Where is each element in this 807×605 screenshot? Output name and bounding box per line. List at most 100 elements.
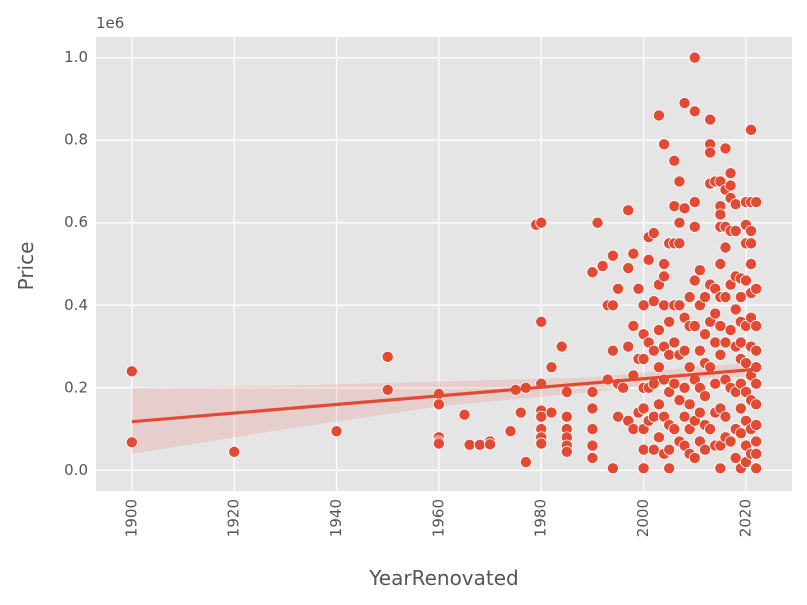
y-tick-label: 1.0 bbox=[64, 48, 88, 66]
data-point bbox=[519, 456, 532, 469]
data-point bbox=[668, 336, 681, 349]
data-point bbox=[709, 377, 722, 390]
data-point bbox=[647, 344, 660, 357]
data-point bbox=[734, 427, 747, 440]
data-point bbox=[586, 451, 599, 464]
data-point bbox=[125, 365, 138, 378]
data-point bbox=[719, 142, 732, 155]
data-point bbox=[627, 247, 640, 260]
data-point bbox=[734, 402, 747, 415]
data-point bbox=[714, 208, 727, 221]
data-point bbox=[586, 439, 599, 452]
data-point bbox=[514, 406, 527, 419]
data-point bbox=[642, 253, 655, 266]
data-point bbox=[658, 299, 671, 312]
confidence-band-area bbox=[131, 362, 757, 454]
data-point bbox=[750, 418, 763, 431]
data-point bbox=[724, 435, 737, 448]
y-tick-label: 0.2 bbox=[64, 378, 88, 396]
data-point bbox=[586, 402, 599, 415]
data-point bbox=[658, 138, 671, 151]
data-point bbox=[745, 224, 758, 237]
data-point bbox=[652, 109, 665, 122]
data-point bbox=[709, 307, 722, 320]
regression-line bbox=[131, 367, 757, 424]
data-point bbox=[688, 451, 701, 464]
data-point bbox=[606, 344, 619, 357]
data-point bbox=[714, 348, 727, 361]
x-tick-labels: 1900 1920 1940 1960 1980 2000 2020 bbox=[122, 499, 754, 537]
data-point bbox=[714, 462, 727, 475]
data-point bbox=[535, 216, 548, 229]
data-point bbox=[622, 262, 635, 275]
data-point bbox=[704, 113, 717, 126]
data-point bbox=[714, 257, 727, 270]
data-point bbox=[750, 435, 763, 448]
data-point bbox=[750, 319, 763, 332]
x-tick-label: 2020 bbox=[736, 499, 754, 537]
data-point bbox=[647, 410, 660, 423]
data-point bbox=[637, 402, 650, 415]
data-point bbox=[688, 51, 701, 64]
regression-line-group bbox=[131, 367, 757, 424]
data-point bbox=[617, 381, 630, 394]
data-point bbox=[719, 291, 732, 304]
data-point bbox=[678, 410, 691, 423]
data-point bbox=[555, 340, 568, 353]
data-point bbox=[330, 425, 343, 438]
data-point bbox=[560, 410, 573, 423]
confidence-band bbox=[131, 362, 757, 454]
data-point bbox=[734, 291, 747, 304]
data-point bbox=[750, 377, 763, 390]
data-point bbox=[125, 436, 138, 449]
data-point bbox=[745, 237, 758, 250]
data-point bbox=[724, 179, 737, 192]
data-point bbox=[637, 352, 650, 365]
y-tick-label: 0.4 bbox=[64, 296, 88, 314]
data-point bbox=[606, 462, 619, 475]
data-point bbox=[724, 167, 737, 180]
data-point bbox=[739, 357, 752, 370]
data-point bbox=[560, 445, 573, 458]
data-point bbox=[709, 336, 722, 349]
data-point bbox=[750, 398, 763, 411]
data-point bbox=[704, 423, 717, 436]
data-point bbox=[673, 394, 686, 407]
data-point bbox=[688, 319, 701, 332]
data-point bbox=[586, 266, 599, 279]
data-point bbox=[663, 348, 676, 361]
data-point bbox=[637, 299, 650, 312]
data-point bbox=[719, 410, 732, 423]
data-point bbox=[693, 344, 706, 357]
data-point bbox=[663, 315, 676, 328]
x-tick-label: 1900 bbox=[122, 499, 140, 537]
data-point bbox=[714, 319, 727, 332]
y-tick-label: 0.8 bbox=[64, 131, 88, 149]
data-point bbox=[637, 443, 650, 456]
x-tick-label: 1940 bbox=[327, 499, 345, 537]
data-point bbox=[545, 361, 558, 374]
data-point bbox=[724, 324, 737, 337]
data-point bbox=[668, 377, 681, 390]
data-point bbox=[622, 204, 635, 217]
data-point bbox=[678, 344, 691, 357]
data-point bbox=[622, 340, 635, 353]
data-point bbox=[678, 97, 691, 110]
data-point bbox=[668, 154, 681, 167]
data-point bbox=[750, 462, 763, 475]
data-point bbox=[652, 361, 665, 374]
data-point bbox=[228, 445, 241, 458]
data-point bbox=[484, 438, 497, 451]
data-point bbox=[458, 408, 471, 421]
data-point bbox=[652, 324, 665, 337]
data-point bbox=[647, 227, 660, 240]
data-point bbox=[627, 423, 640, 436]
data-point bbox=[750, 282, 763, 295]
y-tick-labels: 0.0 0.2 0.4 0.6 0.8 1.0 bbox=[64, 48, 88, 479]
data-point bbox=[704, 146, 717, 159]
data-point bbox=[652, 398, 665, 411]
y-offset-label: 1e6 bbox=[96, 14, 124, 32]
data-point bbox=[473, 438, 486, 451]
data-point bbox=[693, 406, 706, 419]
